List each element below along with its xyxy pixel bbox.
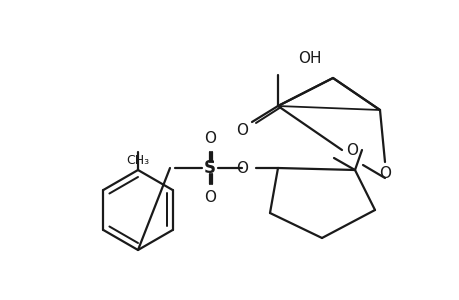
- Text: O: O: [345, 142, 357, 158]
- Text: O: O: [235, 160, 247, 175]
- Text: O: O: [203, 190, 216, 206]
- Text: OH: OH: [297, 50, 321, 65]
- Text: O: O: [203, 130, 216, 146]
- Text: CH₃: CH₃: [126, 154, 149, 166]
- Text: O: O: [235, 122, 247, 137]
- Text: O: O: [378, 167, 390, 182]
- Text: S: S: [203, 159, 216, 177]
